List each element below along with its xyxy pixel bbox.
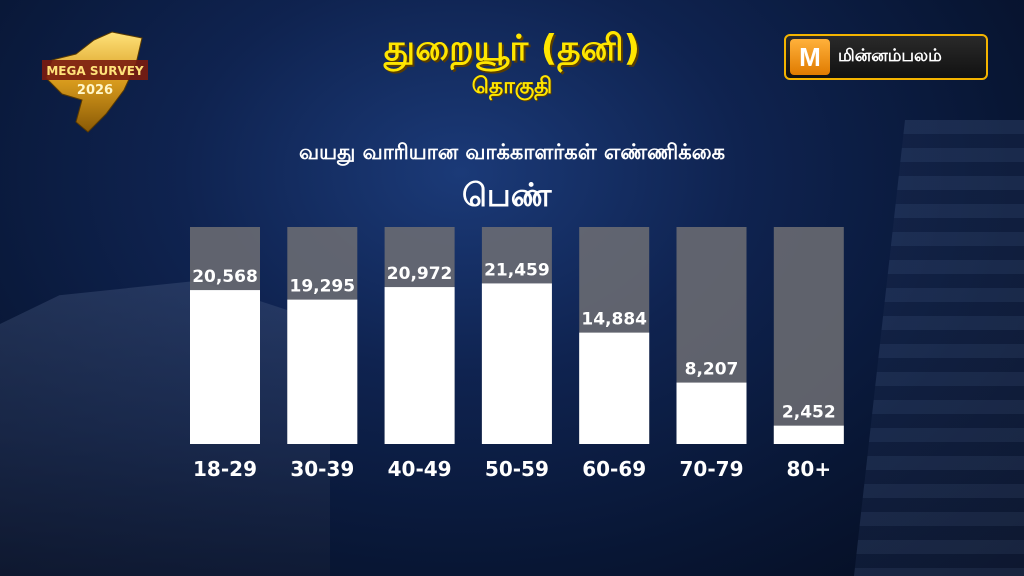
gender-label: பெண் (462, 176, 552, 214)
bar-80+ (773, 425, 844, 444)
value-label: 20,568 (192, 267, 258, 287)
category-label: 40-49 (388, 457, 452, 481)
bar-70-79 (676, 382, 747, 444)
category-label: 70-79 (680, 457, 744, 481)
value-label: 14,884 (581, 310, 647, 330)
bar-40-49 (384, 287, 455, 444)
category-label: 60-69 (582, 457, 646, 481)
chart-caption: வயது வாரியான வாக்காளர்கள் எண்ணிக்கை (298, 140, 726, 164)
logo-year: 2026 (77, 83, 113, 98)
bar-30-39 (287, 299, 358, 444)
category-label: 30-39 (290, 457, 354, 481)
value-label: 19,295 (289, 277, 355, 297)
page-title: துறையூர் (தனி) (383, 28, 641, 69)
brand-name: மின்னம்பலம் (838, 46, 942, 66)
brand-badge: M மின்னம்பலம் (784, 34, 988, 80)
value-label: 2,452 (782, 403, 836, 423)
bar-18-29 (190, 290, 260, 444)
logo-text: MEGA SURVEY (46, 64, 144, 78)
page-subtitle: தொகுதி (471, 74, 553, 99)
category-label: 80+ (787, 457, 832, 481)
bar-track-80+ (773, 227, 844, 444)
bar-50-59 (481, 283, 552, 444)
value-label: 20,972 (387, 264, 453, 284)
value-label: 21,459 (484, 260, 550, 280)
brand-logo-icon: M (790, 39, 830, 75)
bar-60-69 (579, 332, 650, 444)
category-label: 18-29 (193, 457, 257, 481)
background-building (0, 280, 330, 576)
value-label: 8,207 (685, 360, 739, 380)
category-label: 50-59 (485, 457, 549, 481)
mega-survey-logo: MEGA SURVEY 2026 (42, 31, 148, 133)
